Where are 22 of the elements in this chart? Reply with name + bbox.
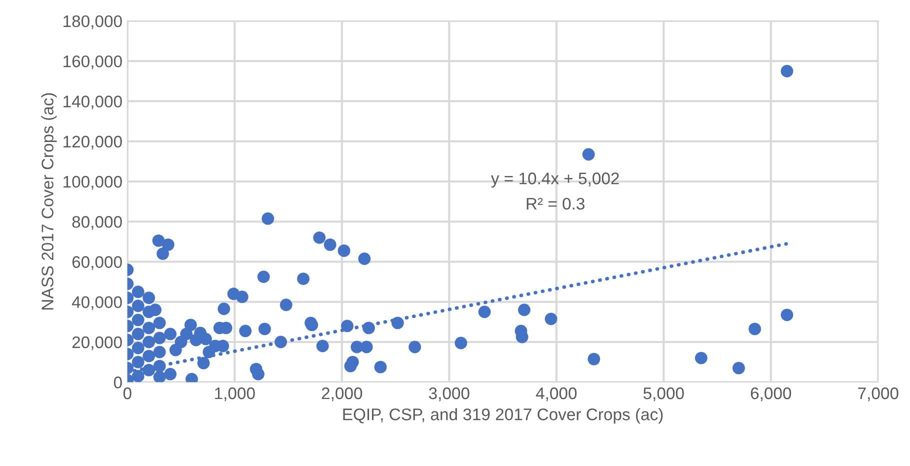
x-tick-label: 5,000 (643, 387, 684, 402)
x-tick-label: 7,000 (858, 387, 898, 402)
x-tick-label: 4,000 (536, 387, 577, 402)
y-tick-label: 120,000 (64, 136, 122, 150)
y-axis-title: NASS 2017 Cover Crops (ac) (41, 93, 57, 310)
x-tick-label: 1,000 (215, 387, 255, 402)
y-tick-label: 180,000 (64, 15, 122, 30)
y-tick-label: 140,000 (64, 96, 122, 110)
annotation: R² = 0.3 (526, 198, 584, 210)
y-tick-label: 100,000 (64, 176, 122, 190)
x-tick-label: 6,000 (750, 387, 792, 402)
x-tick-label: 2,000 (322, 387, 362, 402)
y-tick-label: 40,000 (72, 296, 122, 310)
y-tick-label: 160,000 (64, 56, 122, 70)
y-tick-label: 20,000 (72, 336, 122, 350)
x-tick-label: 3,000 (428, 387, 470, 402)
y-tick-label: 80,000 (72, 216, 122, 230)
x-tick-label: 0 (123, 387, 132, 400)
x-axis-title: EQIP, CSP, and 319 2017 Cover Crops (ac) (343, 408, 663, 424)
annotation: y = 10.4x + 5,002 (490, 172, 619, 188)
y-tick-label: 60,000 (72, 256, 122, 270)
y-tick-label: 0 (114, 376, 122, 388)
